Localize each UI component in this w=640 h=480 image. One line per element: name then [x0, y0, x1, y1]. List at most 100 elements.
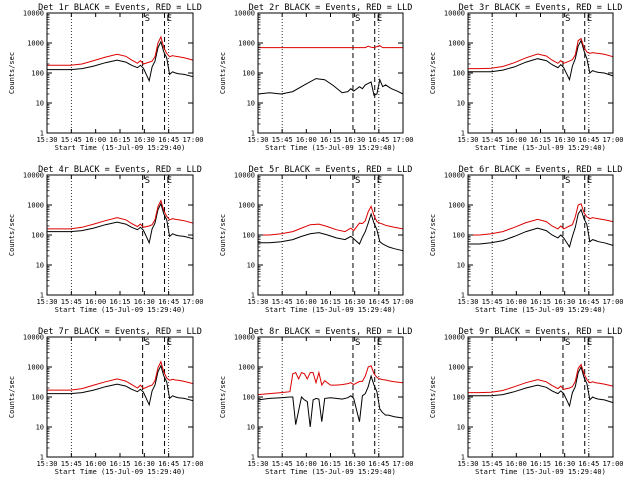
x-tick-label: 16:45: [158, 460, 179, 468]
start-marker-label: S: [565, 176, 570, 186]
y-axis-label: Counts/sec: [429, 214, 437, 256]
y-tick-label: 1000: [27, 40, 44, 48]
x-tick-label: 16:30: [344, 298, 365, 306]
y-axis-label: Counts/sec: [8, 214, 16, 256]
y-axis-label: Counts/sec: [429, 52, 437, 94]
x-tick-label: 16:45: [368, 460, 389, 468]
x-tick-label: 16:30: [344, 460, 365, 468]
end-marker-label: E: [587, 338, 592, 348]
y-axis-label: Counts/sec: [8, 376, 16, 418]
x-tick-label: 15:45: [61, 136, 82, 144]
panel-title: Det 8r BLACK = Events, RED = LLD: [249, 327, 413, 337]
x-tick-label: 17:00: [182, 298, 203, 306]
y-tick-label: 1: [251, 454, 255, 462]
series-line-events: [257, 374, 404, 428]
x-tick-label: 15:45: [272, 460, 293, 468]
y-tick-label: 1000: [27, 364, 44, 372]
x-tick-label: 16:45: [368, 298, 389, 306]
panel-title: Det 7r BLACK = Events, RED = LLD: [38, 327, 202, 337]
x-tick-label: 17:00: [602, 460, 623, 468]
y-tick-label: 100: [242, 232, 255, 240]
series-line-lld: [47, 360, 194, 391]
y-tick-label: 10000: [23, 334, 44, 342]
x-tick-label: 16:30: [344, 136, 365, 144]
x-tick-label: 16:45: [578, 460, 599, 468]
series-line-lld: [257, 365, 404, 396]
end-marker-label: E: [377, 338, 382, 348]
x-tick-label: 17:00: [392, 298, 413, 306]
x-tick-label: 16:15: [109, 298, 130, 306]
series-line-events: [258, 212, 404, 252]
x-tick-label: 16:45: [578, 298, 599, 306]
x-axis-label: Start Time (15-Jul-09 15:29:40): [265, 468, 396, 476]
y-axis-label: Counts/sec: [219, 52, 227, 94]
x-tick-label: 16:00: [506, 460, 527, 468]
x-tick-label: 15:45: [482, 136, 503, 144]
x-tick-label: 16:15: [530, 136, 551, 144]
x-tick-label: 15:45: [61, 460, 82, 468]
x-tick-label: 16:00: [85, 460, 106, 468]
x-tick-label: 16:30: [134, 460, 155, 468]
end-marker-label: E: [167, 176, 172, 186]
x-tick-label: 16:30: [554, 298, 575, 306]
y-tick-label: 10000: [234, 10, 255, 18]
x-tick-label: 15:45: [272, 136, 293, 144]
x-tick-label: 16:45: [368, 136, 389, 144]
y-tick-label: 10: [247, 262, 255, 270]
x-tick-label: 15:30: [36, 460, 57, 468]
x-tick-label: 16:00: [85, 136, 106, 144]
panel-title: Det 2r BLACK = Events, RED = LLD: [249, 3, 413, 13]
series-line-lld: [258, 205, 404, 236]
panel-title: Det 5r BLACK = Events, RED = LLD: [249, 165, 413, 175]
x-tick-label: 15:45: [482, 298, 503, 306]
x-tick-label: 15:30: [247, 136, 268, 144]
series-line-lld: [47, 199, 194, 230]
x-axis-label: Start Time (15-Jul-09 15:29:40): [265, 306, 396, 314]
series-line-events: [47, 40, 194, 83]
x-axis-label: Start Time (15-Jul-09 15:29:40): [55, 306, 186, 314]
end-marker-label: E: [587, 176, 592, 186]
end-marker-label: E: [167, 14, 172, 24]
y-tick-label: 10: [36, 262, 44, 270]
x-axis-label: Start Time (15-Jul-09 15:29:40): [475, 468, 606, 476]
x-tick-label: 15:30: [457, 298, 478, 306]
y-tick-label: 100: [452, 70, 465, 78]
series-line-lld: [468, 203, 614, 236]
y-tick-label: 10: [247, 100, 255, 108]
y-tick-label: 10: [457, 262, 465, 270]
end-marker-label: E: [377, 176, 382, 186]
x-tick-label: 16:45: [578, 136, 599, 144]
x-tick-label: 16:00: [85, 298, 106, 306]
series-line-events: [47, 202, 194, 245]
series-line-lld: [468, 363, 614, 394]
series-line-lld: [47, 35, 194, 66]
y-tick-label: 1000: [238, 40, 255, 48]
y-axis-label: Counts/sec: [219, 376, 227, 418]
x-tick-label: 16:45: [158, 136, 179, 144]
y-tick-label: 100: [452, 232, 465, 240]
y-tick-label: 100: [242, 394, 255, 402]
x-tick-label: 15:30: [36, 136, 57, 144]
start-marker-label: S: [355, 338, 360, 348]
x-tick-label: 16:00: [296, 298, 317, 306]
x-axis-label: Start Time (15-Jul-09 15:29:40): [55, 468, 186, 476]
y-tick-label: 10: [457, 100, 465, 108]
y-tick-label: 1000: [27, 202, 44, 210]
start-marker-label: S: [355, 176, 360, 186]
series-line-events: [468, 39, 614, 82]
x-tick-label: 16:15: [530, 460, 551, 468]
start-marker-label: S: [565, 14, 570, 24]
y-tick-label: 10: [36, 100, 44, 108]
start-marker-label: S: [565, 338, 570, 348]
x-tick-label: 16:15: [320, 460, 341, 468]
y-tick-label: 10000: [234, 172, 255, 180]
y-axis-label: Counts/sec: [8, 52, 16, 94]
series-line-lld: [258, 45, 403, 49]
x-tick-label: 16:00: [506, 136, 527, 144]
